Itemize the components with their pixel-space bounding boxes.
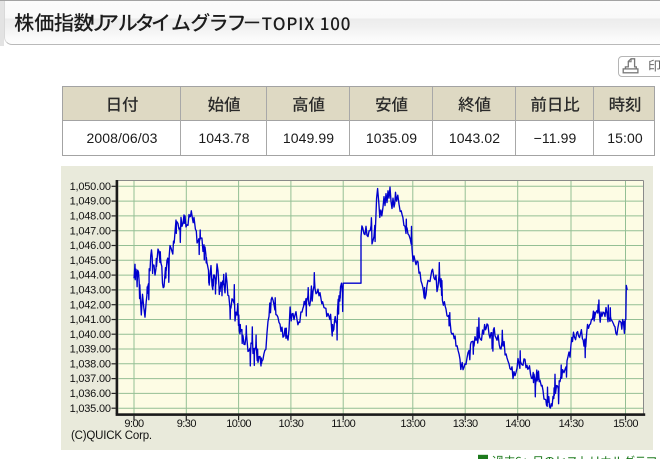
svg-text:1,046.00: 1,046.00 (70, 240, 111, 252)
svg-text:10:30: 10:30 (279, 418, 304, 430)
svg-text:1,035.00: 1,035.00 (70, 403, 111, 415)
svg-text:13:00: 13:00 (400, 418, 425, 430)
svg-text:1,044.00: 1,044.00 (70, 270, 111, 282)
svg-text:11:00: 11:00 (331, 418, 355, 430)
svg-text:1,047.00: 1,047.00 (70, 225, 111, 237)
svg-text:1,040.00: 1,040.00 (70, 329, 111, 341)
svg-text:14:30: 14:30 (559, 418, 584, 430)
svg-text:1,041.00: 1,041.00 (70, 314, 111, 326)
svg-text:1,049.00: 1,049.00 (70, 196, 111, 208)
svg-text:1,050.00: 1,050.00 (70, 181, 111, 193)
svg-text:9:00: 9:00 (124, 418, 144, 430)
svg-text:1,043.00: 1,043.00 (70, 285, 111, 297)
svg-text:1,045.00: 1,045.00 (70, 255, 111, 267)
svg-text:1,039.00: 1,039.00 (70, 344, 111, 356)
svg-text:13:30: 13:30 (453, 418, 478, 430)
svg-text:(C)QUICK Corp.: (C)QUICK Corp. (71, 430, 152, 442)
svg-text:1,048.00: 1,048.00 (70, 211, 111, 223)
svg-text:10:00: 10:00 (226, 418, 251, 430)
svg-text:1,042.00: 1,042.00 (70, 299, 111, 311)
svg-text:9:30: 9:30 (177, 418, 197, 430)
svg-text:1,036.00: 1,036.00 (70, 388, 111, 400)
svg-text:15:00: 15:00 (613, 418, 638, 430)
svg-text:1,038.00: 1,038.00 (70, 358, 111, 370)
svg-text:14:00: 14:00 (505, 418, 530, 430)
svg-text:1,037.00: 1,037.00 (70, 373, 111, 385)
